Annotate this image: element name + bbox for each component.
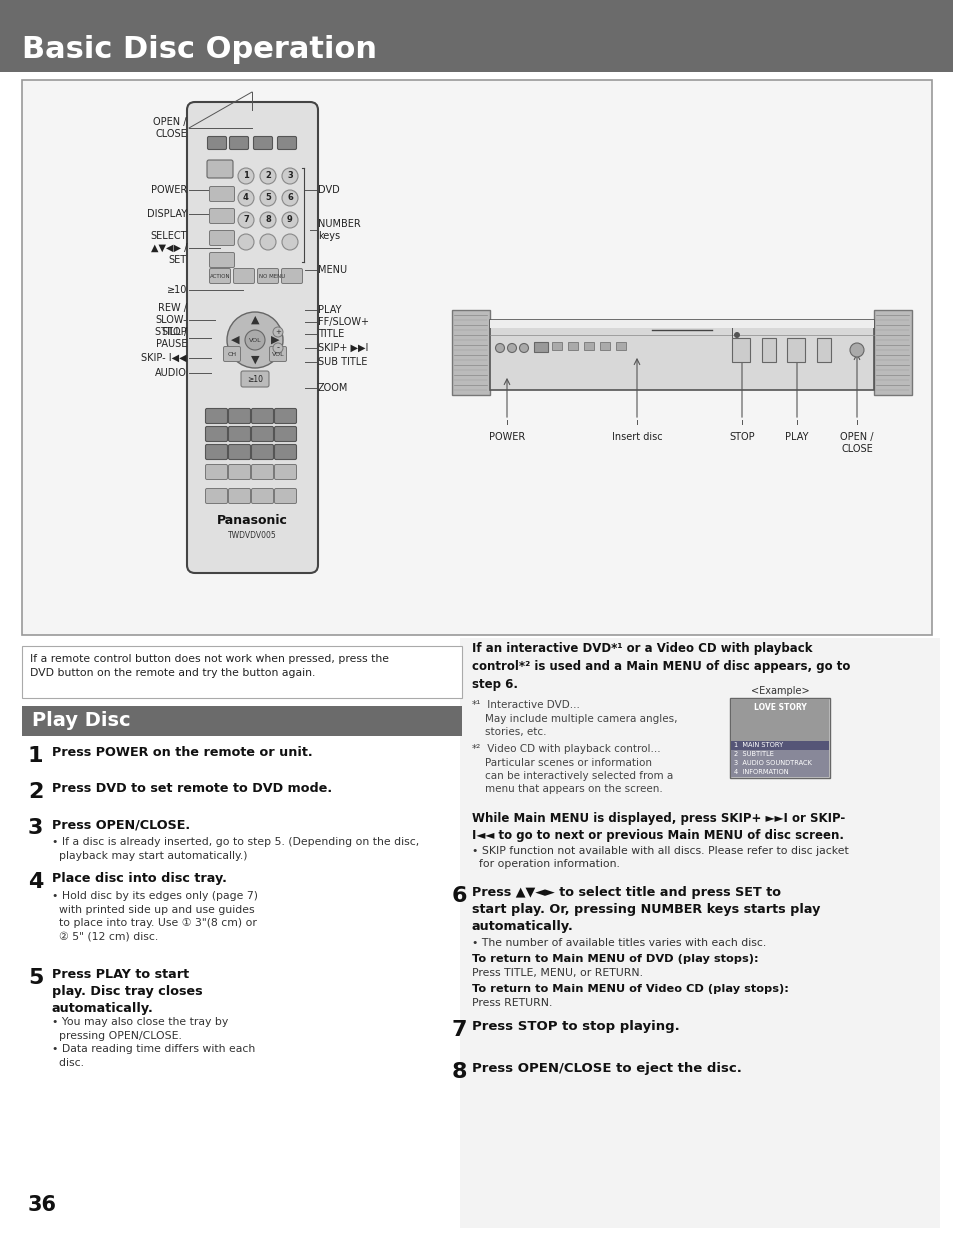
Text: 2  SUBTITLE: 2 SUBTITLE (733, 751, 773, 757)
Circle shape (507, 343, 516, 352)
Text: REW /
SLOW-
STOP: REW / SLOW- STOP (155, 304, 187, 337)
Text: Press POWER on the remote or unit.: Press POWER on the remote or unit. (52, 746, 313, 760)
Bar (459, 638, 939, 1228)
FancyBboxPatch shape (277, 137, 296, 149)
Text: -: - (276, 343, 279, 352)
Text: • You may also close the tray by
  pressing OPEN/CLOSE.
• Data reading time diff: • You may also close the tray by pressin… (52, 1016, 255, 1068)
Text: Place disc into disc tray.: Place disc into disc tray. (52, 872, 227, 885)
FancyBboxPatch shape (274, 464, 296, 479)
Text: Press ▲▼◄► to select title and press SET to
start play. Or, pressing NUMBER keys: Press ▲▼◄► to select title and press SET… (472, 885, 820, 932)
FancyBboxPatch shape (274, 489, 296, 504)
Text: Video CD with playback control...: Video CD with playback control... (483, 743, 659, 755)
Text: ZOOM: ZOOM (317, 383, 348, 393)
Text: Press OPEN/CLOSE to eject the disc.: Press OPEN/CLOSE to eject the disc. (472, 1062, 741, 1074)
Text: Press RETURN.: Press RETURN. (472, 998, 552, 1008)
Text: • Hold disc by its edges only (page 7)
  with printed side up and use guides
  t: • Hold disc by its edges only (page 7) w… (52, 890, 257, 942)
FancyBboxPatch shape (281, 268, 302, 284)
Text: 6: 6 (452, 885, 467, 906)
FancyBboxPatch shape (252, 426, 274, 441)
Circle shape (260, 212, 275, 228)
Text: ≥10: ≥10 (247, 374, 263, 384)
Text: Press TITLE, MENU, or RETURN.: Press TITLE, MENU, or RETURN. (472, 968, 642, 978)
FancyBboxPatch shape (205, 426, 227, 441)
Bar (567, 342, 578, 350)
Bar (0, 0, 953, 72)
Circle shape (519, 343, 528, 352)
Bar (452, 310, 490, 395)
Text: 4: 4 (243, 194, 249, 203)
Circle shape (282, 190, 297, 206)
FancyBboxPatch shape (229, 489, 251, 504)
Circle shape (733, 332, 740, 338)
FancyBboxPatch shape (207, 161, 233, 178)
Text: 5: 5 (28, 968, 43, 988)
Text: Particular scenes or information
    can be interactively selected from a
    me: Particular scenes or information can be … (472, 758, 673, 794)
FancyBboxPatch shape (274, 409, 296, 424)
Text: STOP: STOP (728, 432, 754, 442)
FancyBboxPatch shape (229, 464, 251, 479)
Bar (22, 706, 461, 736)
Circle shape (282, 233, 297, 249)
FancyBboxPatch shape (257, 268, 278, 284)
Bar (786, 338, 804, 362)
Text: TWDVDV005: TWDVDV005 (228, 531, 276, 540)
Text: Play Disc: Play Disc (32, 711, 131, 730)
Bar (730, 741, 828, 750)
Text: SKIP+ ▶▶I: SKIP+ ▶▶I (317, 343, 368, 353)
Text: Press DVD to set remote to DVD mode.: Press DVD to set remote to DVD mode. (52, 782, 332, 795)
Text: SKIP- I◀◀: SKIP- I◀◀ (141, 353, 187, 363)
Bar (761, 338, 775, 362)
Bar (730, 768, 828, 777)
FancyBboxPatch shape (229, 409, 251, 424)
Text: Panasonic: Panasonic (216, 514, 287, 526)
Text: NO MENU: NO MENU (258, 274, 285, 279)
FancyBboxPatch shape (252, 409, 274, 424)
Text: Press STOP to stop playing.: Press STOP to stop playing. (472, 1020, 679, 1032)
Text: CH: CH (227, 352, 236, 357)
Circle shape (237, 190, 253, 206)
FancyBboxPatch shape (230, 137, 248, 149)
Bar (22, 80, 931, 635)
Text: 2: 2 (28, 782, 43, 802)
Text: *¹: *¹ (472, 700, 481, 710)
FancyBboxPatch shape (233, 268, 254, 284)
FancyBboxPatch shape (210, 209, 234, 224)
FancyBboxPatch shape (205, 409, 227, 424)
FancyBboxPatch shape (229, 426, 251, 441)
FancyBboxPatch shape (274, 445, 296, 459)
Text: *²: *² (472, 743, 480, 755)
Text: POWER: POWER (151, 185, 187, 195)
Bar (873, 310, 911, 395)
Text: • The number of available titles varies with each disc.: • The number of available titles varies … (472, 939, 765, 948)
Text: SUB TITLE: SUB TITLE (317, 357, 367, 367)
Text: If a remote control button does not work when pressed, press the
DVD button on t: If a remote control button does not work… (30, 655, 389, 678)
Bar (616, 342, 625, 350)
Bar (730, 750, 828, 760)
FancyBboxPatch shape (210, 231, 234, 246)
Text: Press OPEN/CLOSE.: Press OPEN/CLOSE. (52, 818, 190, 831)
Text: 1  MAIN STORY: 1 MAIN STORY (733, 742, 782, 748)
Bar (534, 342, 547, 352)
FancyBboxPatch shape (205, 445, 227, 459)
FancyBboxPatch shape (274, 426, 296, 441)
Text: 1: 1 (243, 172, 249, 180)
Text: 7: 7 (452, 1020, 467, 1040)
Bar (816, 338, 830, 362)
Circle shape (495, 343, 504, 352)
FancyBboxPatch shape (205, 489, 227, 504)
Bar (22, 646, 461, 698)
Text: ≥10: ≥10 (167, 285, 187, 295)
Text: 4  INFORMATION: 4 INFORMATION (733, 769, 788, 776)
Text: OPEN /
CLOSE: OPEN / CLOSE (153, 117, 187, 138)
Circle shape (237, 233, 253, 249)
FancyBboxPatch shape (253, 137, 273, 149)
Circle shape (237, 212, 253, 228)
Circle shape (273, 343, 283, 353)
Text: 6: 6 (287, 194, 293, 203)
Text: If an interactive DVD*¹ or a Video CD with playback
control*² is used and a Main: If an interactive DVD*¹ or a Video CD wi… (472, 642, 849, 692)
Text: Press PLAY to start
play. Disc tray closes
automatically.: Press PLAY to start play. Disc tray clos… (52, 968, 202, 1015)
Text: 7: 7 (243, 215, 249, 225)
Text: FF/SLOW+: FF/SLOW+ (317, 317, 369, 327)
Text: 36: 36 (28, 1195, 57, 1215)
Text: ▲: ▲ (251, 315, 259, 325)
